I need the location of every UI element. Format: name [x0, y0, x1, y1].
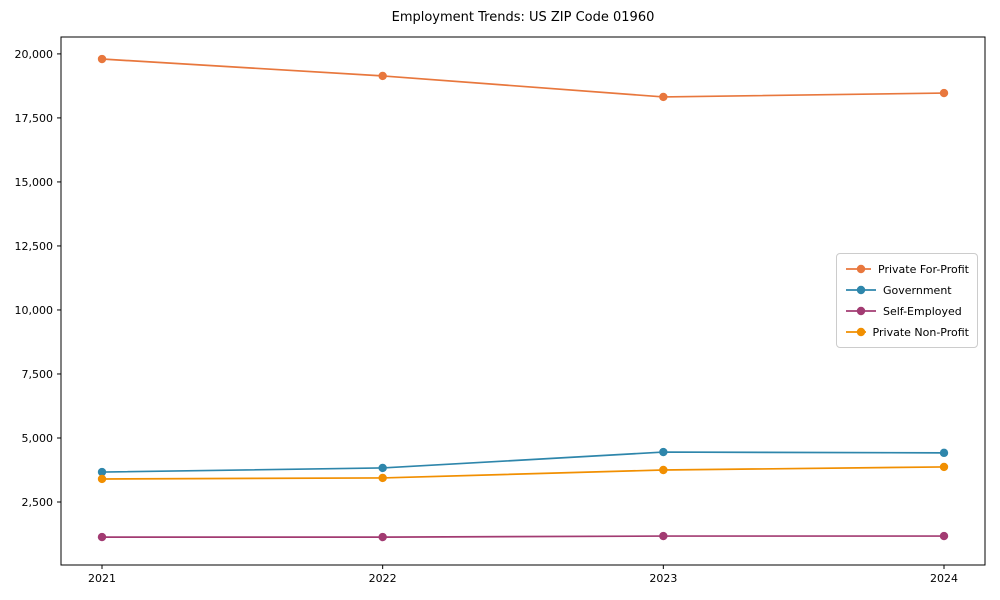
- chart-legend: Private For-Profit Government Self-Employe…: [836, 253, 978, 348]
- series-line: [101, 451, 945, 473]
- data-point-marker: [97, 54, 107, 64]
- data-point-marker: [378, 473, 387, 483]
- legend-item-label: Self-Employed: [883, 304, 962, 318]
- legend-item: Private For-Profit: [846, 261, 969, 277]
- series-line: [101, 58, 945, 98]
- legend-item-label: Government: [883, 283, 952, 297]
- data-point-marker: [939, 462, 949, 472]
- data-point-marker: [659, 531, 668, 541]
- x-axis: 2021 2022 2023 2024: [88, 565, 958, 585]
- x-tick-label: 2022: [369, 572, 397, 585]
- x-tick-label: 2021: [88, 572, 116, 585]
- y-tick-label: 10,000: [15, 304, 54, 317]
- data-point-marker: [97, 532, 107, 542]
- plot-frame: [60, 36, 986, 566]
- legend-marker-icon: [846, 327, 866, 337]
- y-tick-label: 20,000: [15, 48, 54, 61]
- data-point-marker: [939, 448, 949, 458]
- x-tick-label: 2023: [649, 572, 677, 585]
- series-line: [102, 535, 944, 538]
- legend-item: Self-Employed: [846, 303, 969, 319]
- data-point-marker: [659, 465, 668, 475]
- legend-item-label: Private For-Profit: [878, 262, 969, 276]
- y-tick-label: 15,000: [15, 176, 54, 189]
- y-axis: 2,500 5,000 7,500 10,000 12,500 15,000 17,500 2…: [15, 48, 61, 509]
- y-tick-label: 12,500: [15, 240, 54, 253]
- y-tick-label: 17,500: [15, 112, 54, 125]
- data-point-marker: [939, 88, 949, 98]
- legend-item: Government: [846, 282, 969, 298]
- y-tick-label: 2,500: [22, 496, 54, 509]
- series-line: [101, 466, 945, 480]
- data-point-marker: [378, 71, 387, 81]
- data-point-marker: [378, 463, 387, 473]
- data-point-marker: [939, 531, 949, 541]
- legend-marker-icon: [846, 306, 876, 316]
- y-tick-label: 5,000: [22, 432, 54, 445]
- series-private-for-profit: [97, 54, 949, 102]
- chart-title: Employment Trends: US ZIP Code 01960: [391, 10, 655, 25]
- series-government: [97, 447, 949, 477]
- series-private-non-profit: [97, 462, 949, 484]
- data-point-marker: [659, 447, 668, 457]
- y-tick-label: 7,500: [22, 368, 54, 381]
- data-point-marker: [97, 467, 107, 477]
- data-point-marker: [378, 532, 387, 542]
- series-self-employed: [97, 531, 949, 542]
- legend-marker-icon: [846, 285, 876, 295]
- legend-marker-icon: [846, 264, 871, 274]
- data-point-marker: [659, 92, 668, 102]
- legend-item-label: Private Non-Profit: [872, 325, 969, 339]
- legend-item: Private Non-Profit: [846, 324, 969, 340]
- data-point-marker: [97, 474, 107, 484]
- x-tick-label: 2024: [930, 572, 958, 585]
